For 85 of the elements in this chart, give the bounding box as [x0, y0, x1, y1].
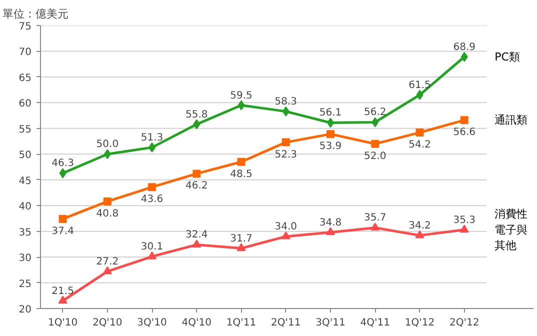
point: [58, 214, 67, 223]
point: [282, 138, 290, 146]
point: [326, 227, 335, 236]
data-label: 40.8: [96, 208, 119, 220]
x-tick-label: 2Q'10: [92, 318, 122, 328]
data-label: 34.0: [274, 221, 298, 232]
point: [460, 52, 468, 62]
data-label: 34.2: [408, 220, 431, 232]
data-label: 37.4: [52, 226, 74, 237]
data-label: 43.6: [140, 194, 164, 206]
data-label: 52.0: [364, 150, 386, 162]
data-label: 51.3: [140, 132, 164, 144]
data-label: 27.2: [96, 256, 119, 268]
text: 單位：億美元: [2, 8, 68, 20]
data-label: 46.3: [52, 158, 74, 170]
data-label: 68.9: [453, 42, 476, 53]
y-tick-label: 50: [18, 150, 32, 162]
y-tick-label: 55: [18, 124, 32, 136]
point: [58, 296, 68, 304]
x-tick-label: 2Q'11: [271, 318, 301, 328]
point: [59, 168, 66, 178]
y-tick-label: 65: [18, 72, 32, 84]
data-label: 48.5: [230, 168, 252, 180]
point: [416, 128, 424, 137]
text: 消費性電子與其他: [494, 208, 528, 252]
data-label: 32.4: [186, 230, 208, 241]
point: [192, 240, 202, 248]
data-label: 50.0: [96, 139, 119, 150]
x-tick-label: 4Q'10: [182, 318, 212, 328]
point: [148, 251, 157, 260]
data-label: 46.2: [186, 180, 208, 192]
point: [415, 230, 424, 238]
y-tick-label: 75: [18, 22, 32, 32]
point: [193, 119, 200, 130]
point: [103, 197, 112, 206]
y-tick-label: 20: [18, 304, 32, 316]
x-tick-label: 2Q'12: [449, 318, 480, 328]
y-tick-label: 30: [18, 253, 32, 264]
data-label: 58.3: [274, 96, 298, 108]
data-label: 30.1: [140, 242, 164, 253]
data-label: 61.5: [408, 80, 431, 91]
data-label: 53.9: [319, 141, 342, 152]
x-tick-label: 3Q'10: [137, 318, 167, 328]
point: [416, 90, 424, 100]
y-tick-label: 40: [18, 202, 32, 213]
y-tick-label: 60: [18, 98, 32, 110]
x-tick-label: 3Q'11: [316, 318, 346, 328]
data-label: 54.2: [408, 140, 431, 151]
point: [148, 183, 156, 192]
y-tick-label: 35: [18, 227, 32, 238]
y-tick-label: 45: [18, 176, 32, 187]
point: [460, 116, 468, 124]
x-tick-label: 1Q'12: [404, 318, 435, 328]
text: PC類: [494, 50, 520, 64]
point: [460, 224, 469, 233]
point: [371, 140, 380, 148]
data-label: 59.5: [230, 90, 252, 102]
text: 通訊類: [494, 114, 528, 127]
point: [370, 222, 380, 231]
data-label: 52.3: [274, 149, 298, 160]
data-label: 35.3: [453, 214, 476, 226]
data-label: 56.6: [453, 127, 476, 138]
x-tick-label: 1Q'10: [48, 318, 78, 328]
point: [281, 231, 290, 240]
x-tick-label: 4Q'11: [360, 318, 390, 328]
data-label: 56.2: [364, 107, 386, 118]
y-tick-label: 25: [18, 278, 32, 290]
data-label: 31.7: [230, 233, 252, 244]
point: [236, 243, 246, 252]
y-tick-label: 70: [18, 47, 32, 58]
point: [237, 158, 246, 166]
point: [326, 130, 334, 138]
point: [192, 170, 201, 178]
point: [282, 106, 290, 116]
point: [104, 149, 111, 160]
data-label: 56.1: [319, 108, 342, 119]
point: [372, 117, 379, 128]
data-label: 34.8: [319, 217, 342, 228]
point: [238, 100, 245, 110]
point: [102, 266, 112, 274]
data-label: 55.8: [186, 109, 208, 120]
data-label: 35.7: [364, 212, 386, 224]
point: [148, 142, 156, 152]
data-label: 21.5: [52, 286, 74, 297]
x-tick-label: 1Q'11: [226, 318, 256, 328]
